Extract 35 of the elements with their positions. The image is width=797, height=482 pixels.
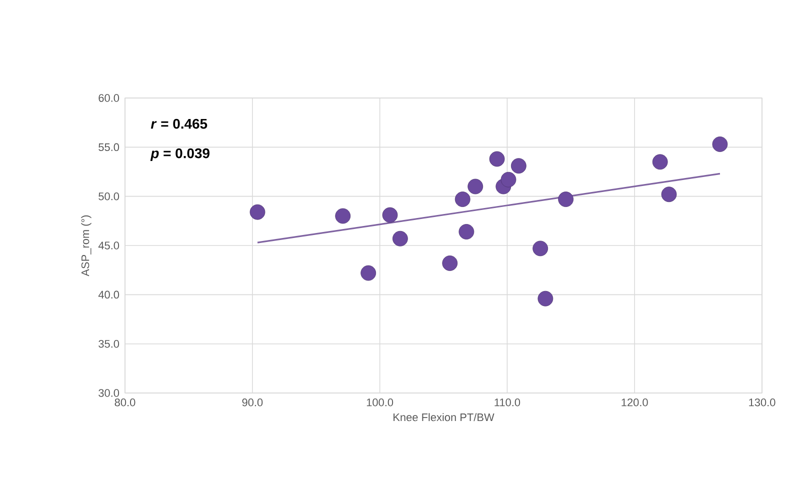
point	[558, 192, 574, 207]
y-tick-label: 40.0	[98, 290, 120, 299]
point	[392, 230, 408, 246]
point	[661, 186, 677, 202]
point	[712, 136, 728, 152]
y-tick-label: 45.0	[98, 242, 120, 250]
point	[500, 172, 516, 188]
annotation: r = 0.465	[150, 118, 208, 129]
point	[532, 240, 548, 256]
y-tick-label: 30.0	[98, 389, 120, 397]
point	[250, 204, 266, 220]
y-tick-label: 50.0	[98, 192, 120, 200]
x-tick-label: 90.0	[242, 398, 263, 406]
point	[489, 151, 505, 167]
point	[468, 178, 484, 194]
y-tick-label: 35.0	[98, 340, 120, 348]
point	[360, 265, 376, 281]
point	[538, 290, 554, 306]
point	[454, 192, 470, 207]
x-axis-title: Knee Flexion PT/BW	[394, 413, 494, 422]
point	[510, 158, 526, 174]
x-tick-label: 130.0	[749, 398, 776, 406]
y-axis-title: ASP_rom (°)	[81, 215, 92, 276]
point	[442, 256, 458, 271]
x-tick-label: 110.0	[494, 398, 520, 406]
point	[335, 208, 351, 224]
point	[382, 207, 398, 223]
y-tick-label: 60.0	[98, 94, 120, 102]
x-tick-label: 100.0	[366, 398, 394, 406]
point	[458, 224, 474, 240]
x-tick-label: 120.0	[622, 398, 648, 406]
annotation: p = 0.039	[150, 148, 210, 161]
y-tick-label: 55.0	[98, 143, 120, 152]
point	[652, 154, 668, 170]
x-tick-label: 80.0	[114, 398, 136, 406]
